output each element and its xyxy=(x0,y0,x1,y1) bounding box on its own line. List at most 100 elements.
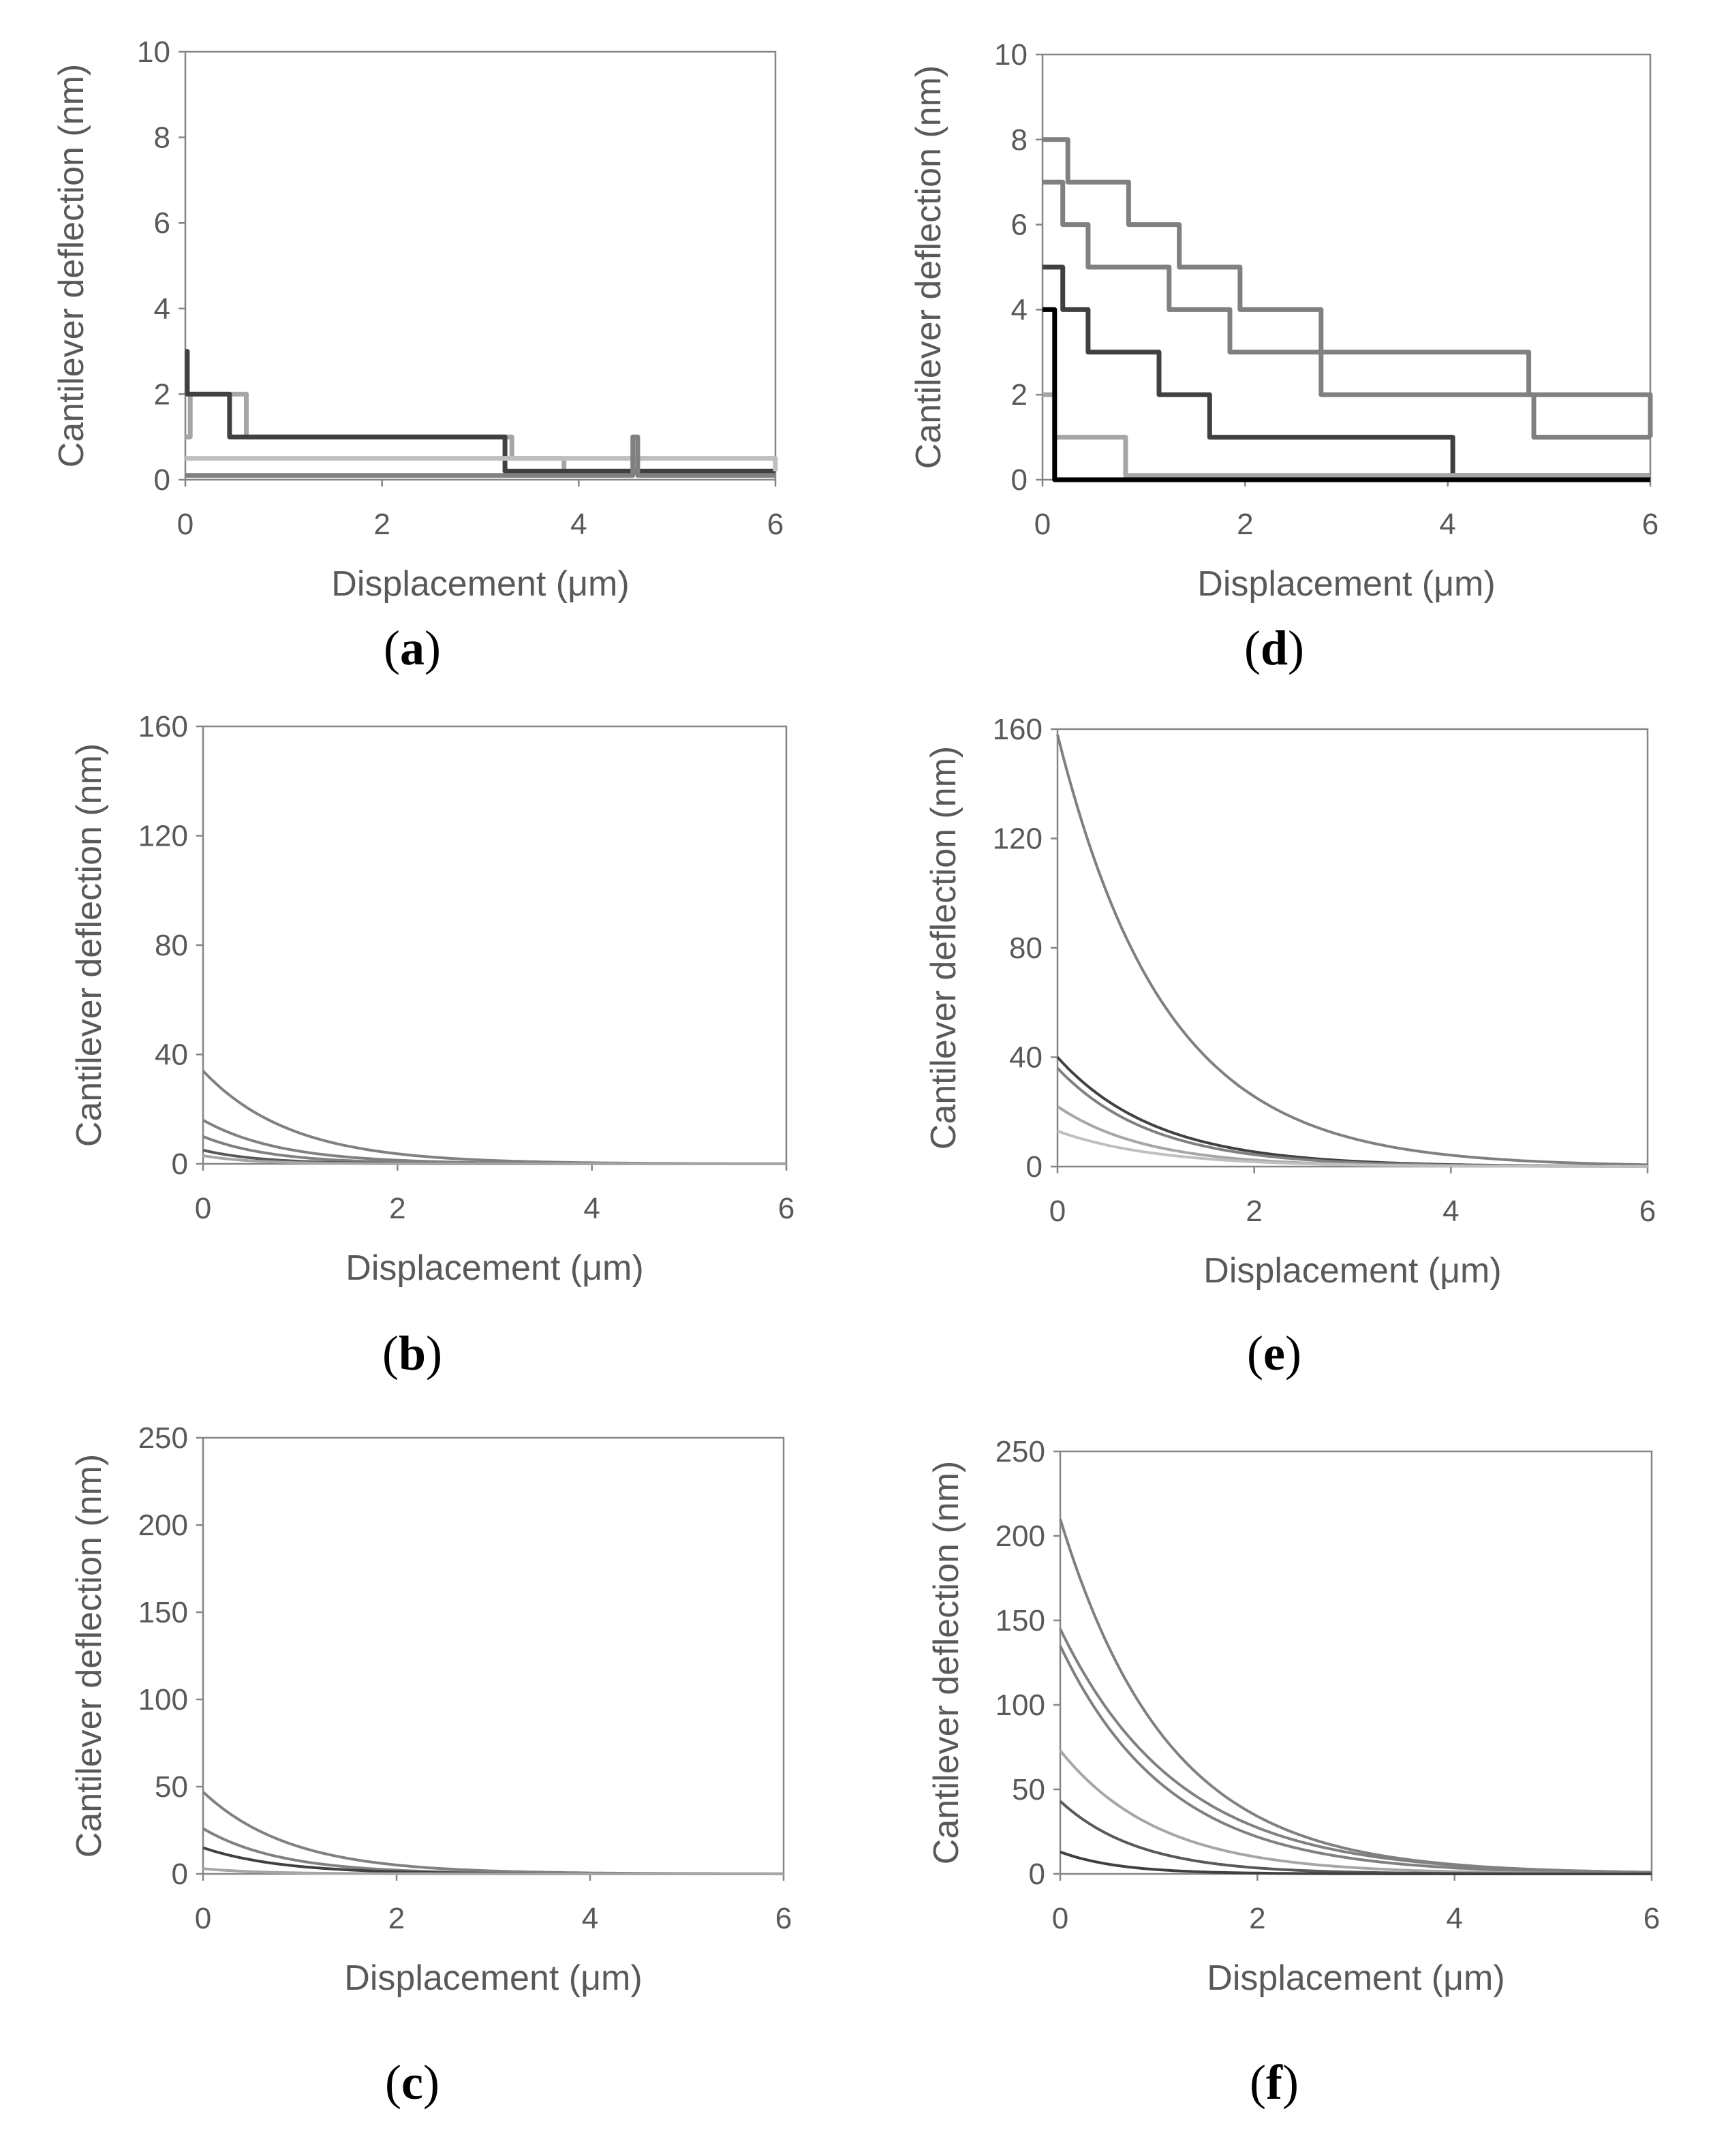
x-axis-title: Displacement (μm) xyxy=(331,564,629,604)
panel-label: (b) xyxy=(382,1326,442,1381)
x-tick-label: 4 xyxy=(1442,1195,1459,1228)
y-axis-title: Cantilever deflection (nm) xyxy=(927,1461,966,1864)
series-e-1 xyxy=(1056,734,1648,1167)
y-tick-label: 6 xyxy=(1011,209,1028,242)
y-tick-label: 0 xyxy=(172,1148,188,1181)
series-f-5 xyxy=(1059,1800,1652,1875)
x-tick-label: 0 xyxy=(177,508,194,541)
series-e-5 xyxy=(1057,1129,1648,1168)
y-axis-title: Cantilever deflection (nm) xyxy=(52,64,91,467)
series-f-6 xyxy=(1060,1850,1652,1875)
x-tick-label: 0 xyxy=(1049,1195,1066,1228)
x-tick-label: 4 xyxy=(582,1902,598,1935)
series-f-2 xyxy=(1059,1628,1652,1874)
y-tick-label: 160 xyxy=(993,713,1043,746)
y-tick-label: 250 xyxy=(996,1435,1045,1468)
x-axis-title: Displacement (μm) xyxy=(1207,1958,1504,1998)
x-tick-label: 2 xyxy=(373,508,390,541)
panel-label: (c) xyxy=(385,2055,439,2110)
y-tick-label: 40 xyxy=(155,1038,188,1072)
chart-panel-c: 0 50 100 150 200 250 0 2 4 6 Displacement (μm) Cant… xyxy=(70,1421,792,2110)
x-tick-label: 6 xyxy=(778,1192,794,1225)
y-tick-label: 200 xyxy=(138,1509,188,1542)
x-axis-title: Displacement (μm) xyxy=(345,1248,643,1288)
x-axis-title: Displacement (μm) xyxy=(1197,564,1495,604)
x-axis-title: Displacement (μm) xyxy=(344,1958,642,1998)
x-tick-label: 4 xyxy=(570,508,587,541)
x-tick-label: 0 xyxy=(1052,1902,1068,1935)
plot-frame xyxy=(184,50,777,481)
y-tick-label: 2 xyxy=(154,378,170,411)
x-tick-label: 2 xyxy=(389,1192,405,1225)
y-tick-label: 200 xyxy=(996,1520,1045,1553)
x-tick-label: 6 xyxy=(775,1902,792,1935)
y-tick-label: 160 xyxy=(138,710,188,743)
y-tick-label: 2 xyxy=(1011,378,1028,412)
plot-frame xyxy=(1059,1450,1653,1875)
x-tick-label: 6 xyxy=(1643,1902,1660,1935)
series-f-3 xyxy=(1059,1645,1652,1875)
y-tick-label: 6 xyxy=(154,206,170,240)
chart-panel-d: 0 2 4 6 8 10 0 2 4 6 Displacement (μm) Cantilever d… xyxy=(909,38,1658,675)
y-tick-label: 0 xyxy=(1011,463,1028,497)
plot-frame xyxy=(202,725,788,1165)
panel-label: (f) xyxy=(1250,2055,1299,2110)
y-tick-label: 0 xyxy=(1026,1150,1043,1184)
x-tick-label: 2 xyxy=(1246,1195,1262,1228)
y-tick-label: 100 xyxy=(996,1689,1045,1722)
y-tick-label: 150 xyxy=(138,1596,188,1629)
panel-label: (e) xyxy=(1247,1326,1301,1381)
y-axis-title: Cantilever deflection (nm) xyxy=(924,746,963,1150)
y-tick-label: 0 xyxy=(1029,1858,1045,1891)
x-tick-label: 4 xyxy=(583,1192,600,1225)
x-tick-label: 4 xyxy=(1446,1902,1462,1935)
x-tick-label: 2 xyxy=(1249,1902,1265,1935)
y-tick-label: 4 xyxy=(1011,293,1028,326)
x-tick-label: 2 xyxy=(388,1902,405,1935)
series-d-2 xyxy=(1043,179,1653,437)
panel-label: (d) xyxy=(1244,621,1304,675)
series-c-4 xyxy=(202,1867,784,1875)
series-e-4 xyxy=(1056,1105,1648,1168)
series-a-4 xyxy=(185,434,775,478)
x-tick-label: 6 xyxy=(1639,1195,1656,1228)
y-tick-label: 150 xyxy=(996,1604,1045,1637)
series-d-3 xyxy=(1043,264,1650,478)
y-axis-title: Cantilever deflection (nm) xyxy=(70,1454,109,1858)
y-tick-label: 100 xyxy=(138,1683,188,1716)
chart-panel-b: 0 40 80 120 160 0 2 4 6 Displacement (μm) Cantilev… xyxy=(70,710,794,1381)
y-tick-label: 120 xyxy=(138,820,188,853)
x-tick-label: 0 xyxy=(1034,508,1051,541)
series-a-3 xyxy=(185,456,778,472)
series-a-2 xyxy=(185,349,775,474)
x-axis-title: Displacement (μm) xyxy=(1203,1251,1501,1291)
y-tick-label: 8 xyxy=(1011,123,1028,157)
x-tick-label: 2 xyxy=(1237,508,1253,541)
y-tick-label: 120 xyxy=(993,822,1043,856)
plot-frame xyxy=(202,1436,785,1875)
y-tick-label: 0 xyxy=(154,463,170,497)
y-tick-label: 50 xyxy=(1012,1773,1045,1806)
series-b-5 xyxy=(202,1154,786,1165)
y-tick-label: 4 xyxy=(154,292,170,326)
chart-panel-f: 0 50 100 150 200 250 0 2 4 6 Displacement (μm) Cant… xyxy=(927,1435,1660,2110)
x-tick-label: 0 xyxy=(195,1192,211,1225)
plot-frame xyxy=(1056,728,1649,1168)
y-axis-title: Cantilever deflection (nm) xyxy=(909,65,948,469)
chart-panel-a: 0 2 4 6 8 10 0 2 4 6 Displacement (μm) Cantilever d… xyxy=(52,35,784,675)
x-tick-label: 4 xyxy=(1439,508,1455,541)
series-d-1 xyxy=(1043,137,1650,440)
y-tick-label: 10 xyxy=(137,35,170,69)
series-c-2 xyxy=(202,1827,784,1875)
panel-label: (a) xyxy=(384,621,441,675)
series-c-1 xyxy=(202,1791,784,1875)
y-tick-label: 80 xyxy=(1009,931,1043,965)
y-tick-label: 40 xyxy=(1009,1041,1043,1075)
series-d-5 xyxy=(1043,307,1650,482)
x-tick-label: 0 xyxy=(195,1902,211,1935)
x-tick-label: 6 xyxy=(1642,508,1658,541)
y-tick-label: 250 xyxy=(138,1421,188,1455)
x-tick-label: 6 xyxy=(767,508,784,541)
chart-panel-e: 0 40 80 120 160 0 2 4 6 Displacement (μm) Cantilev… xyxy=(924,713,1656,1381)
